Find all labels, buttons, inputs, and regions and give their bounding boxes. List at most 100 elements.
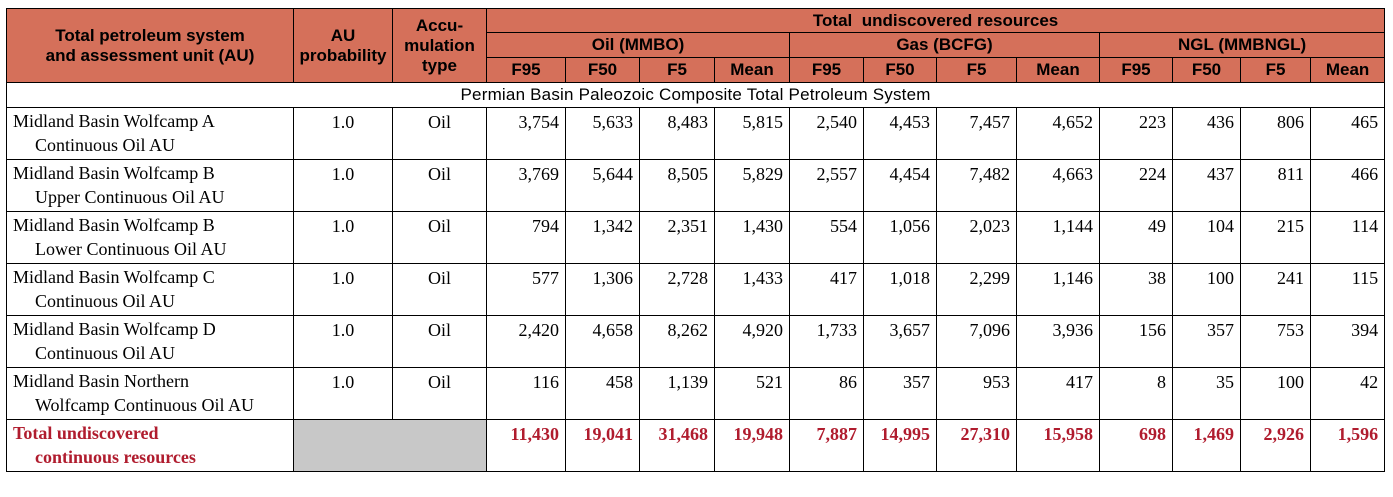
- oil-f50-cell: 4,658: [565, 315, 640, 368]
- total-ngl-mean-cell: 1,596: [1309, 419, 1386, 472]
- ngl-f95-cell: 38: [1099, 263, 1173, 316]
- assessment-unit-name: Midland Basin Wolfcamp B Upper Continuous…: [6, 159, 294, 212]
- assessment-unit-line1: Midland Basin Wolfcamp D: [13, 319, 216, 339]
- ngl-f95-cell: 223: [1099, 107, 1173, 160]
- assessment-unit-line1: Midland Basin Northern: [13, 371, 189, 391]
- header-system-line1: Total petroleum system: [55, 25, 245, 45]
- gas-mean-cell: 1,146: [1016, 263, 1100, 316]
- header-oil-mean: Mean: [714, 57, 790, 83]
- assessment-unit-line2: Continuous Oil AU: [35, 135, 176, 155]
- header-accumulation-type: Accu- mulation type: [392, 8, 487, 83]
- au-probability-cell: 1.0: [293, 159, 393, 212]
- gas-f95-cell: 86: [789, 367, 864, 420]
- ngl-f50-cell: 100: [1172, 263, 1241, 316]
- ngl-mean-cell: 466: [1309, 159, 1386, 212]
- accumulation-type-cell: Oil: [392, 367, 487, 420]
- oil-f50-cell: 5,644: [565, 159, 640, 212]
- header-oil-f50: F50: [565, 57, 640, 83]
- total-gas-f50-cell: 14,995: [863, 419, 937, 472]
- oil-f95-cell: 3,754: [486, 107, 566, 160]
- accumulation-type-cell: Oil: [392, 211, 487, 264]
- accumulation-type-cell: Oil: [392, 263, 487, 316]
- ngl-f5-cell: 753: [1240, 315, 1311, 368]
- ngl-f50-cell: 35: [1172, 367, 1241, 420]
- header-gas-mean: Mean: [1016, 57, 1100, 83]
- header-type-line2: mulation: [404, 35, 475, 55]
- total-oil-f95-cell: 11,430: [486, 419, 566, 472]
- au-probability-cell: 1.0: [293, 211, 393, 264]
- gas-f5-cell: 7,096: [936, 315, 1017, 368]
- header-gas: Gas (BCFG): [789, 32, 1100, 58]
- total-oil-mean-cell: 19,948: [714, 419, 790, 472]
- gas-f50-cell: 1,056: [863, 211, 937, 264]
- assessment-unit-name: Midland Basin Wolfcamp C Continuous Oil A…: [6, 263, 294, 316]
- header-system: Total petroleum system and assessment un…: [6, 8, 294, 83]
- ngl-f95-cell: 224: [1099, 159, 1173, 212]
- oil-f50-cell: 1,342: [565, 211, 640, 264]
- oil-mean-cell: 5,829: [714, 159, 790, 212]
- oil-f5-cell: 1,139: [639, 367, 715, 420]
- gas-f5-cell: 953: [936, 367, 1017, 420]
- au-probability-cell: 1.0: [293, 263, 393, 316]
- gas-mean-cell: 4,663: [1016, 159, 1100, 212]
- header-ngl-f50: F50: [1172, 57, 1241, 83]
- header-oil-f95: F95: [486, 57, 566, 83]
- gas-f95-cell: 417: [789, 263, 864, 316]
- total-oil-f5-cell: 31,468: [639, 419, 715, 472]
- header-gas-f95: F95: [789, 57, 864, 83]
- au-probability-cell: 1.0: [293, 107, 393, 160]
- oil-f5-cell: 8,483: [639, 107, 715, 160]
- total-label-line2: continuous resources: [35, 447, 196, 467]
- table-row: Midland Basin Wolfcamp A Continuous Oil A…: [6, 107, 1386, 160]
- header-total-resources: Total undiscovered resources: [485, 8, 1386, 33]
- header-ngl-mean: Mean: [1309, 57, 1386, 83]
- assessment-unit-name: Midland Basin Wolfcamp B Lower Continuous…: [6, 211, 294, 264]
- gas-f95-cell: 1,733: [789, 315, 864, 368]
- ngl-f5-cell: 241: [1240, 263, 1311, 316]
- assessment-unit-name: Midland Basin Wolfcamp A Continuous Oil A…: [6, 107, 294, 160]
- oil-f95-cell: 116: [486, 367, 566, 420]
- oil-mean-cell: 5,815: [714, 107, 790, 160]
- gas-f50-cell: 1,018: [863, 263, 937, 316]
- assessment-unit-line2: Upper Continuous Oil AU: [35, 187, 225, 207]
- ngl-mean-cell: 394: [1309, 315, 1386, 368]
- gas-f5-cell: 7,457: [936, 107, 1017, 160]
- system-title: Permian Basin Paleozoic Composite Total …: [5, 82, 1386, 108]
- gas-mean-cell: 3,936: [1016, 315, 1100, 368]
- ngl-mean-cell: 114: [1309, 211, 1386, 264]
- oil-f95-cell: 3,769: [486, 159, 566, 212]
- oil-f95-cell: 794: [486, 211, 566, 264]
- table-row: Midland Basin Wolfcamp C Continuous Oil A…: [6, 263, 1386, 316]
- oil-mean-cell: 4,920: [714, 315, 790, 368]
- total-oil-f50-cell: 19,041: [565, 419, 640, 472]
- oil-f5-cell: 8,262: [639, 315, 715, 368]
- ngl-mean-cell: 465: [1309, 107, 1386, 160]
- oil-mean-cell: 521: [714, 367, 790, 420]
- gas-f95-cell: 2,557: [789, 159, 864, 212]
- assessment-unit-line2: Continuous Oil AU: [35, 291, 176, 311]
- header-prob-line2: probability: [299, 45, 387, 65]
- assessment-unit-line1: Midland Basin Wolfcamp B: [13, 163, 215, 183]
- header-type-line3: type: [422, 55, 457, 75]
- gas-f5-cell: 7,482: [936, 159, 1017, 212]
- assessment-unit-line1: Midland Basin Wolfcamp C: [13, 267, 215, 287]
- total-gas-f5-cell: 27,310: [936, 419, 1017, 472]
- total-ngl-f50-cell: 1,469: [1172, 419, 1241, 472]
- ngl-f5-cell: 811: [1240, 159, 1311, 212]
- oil-mean-cell: 1,433: [714, 263, 790, 316]
- header-oil-f5: F5: [639, 57, 715, 83]
- ngl-f5-cell: 806: [1240, 107, 1311, 160]
- table-row: Midland Basin Wolfcamp D Continuous Oil A…: [6, 315, 1386, 368]
- oil-mean-cell: 1,430: [714, 211, 790, 264]
- gas-f50-cell: 4,454: [863, 159, 937, 212]
- ngl-f50-cell: 357: [1172, 315, 1241, 368]
- accumulation-type-cell: Oil: [392, 107, 487, 160]
- accumulation-type-cell: Oil: [392, 315, 487, 368]
- oil-f50-cell: 458: [565, 367, 640, 420]
- ngl-f95-cell: 156: [1099, 315, 1173, 368]
- gas-mean-cell: 4,652: [1016, 107, 1100, 160]
- assessment-unit-line2: Wolfcamp Continuous Oil AU: [35, 395, 255, 415]
- header-oil: Oil (MMBO): [486, 32, 790, 58]
- oil-f95-cell: 577: [486, 263, 566, 316]
- oil-f5-cell: 8,505: [639, 159, 715, 212]
